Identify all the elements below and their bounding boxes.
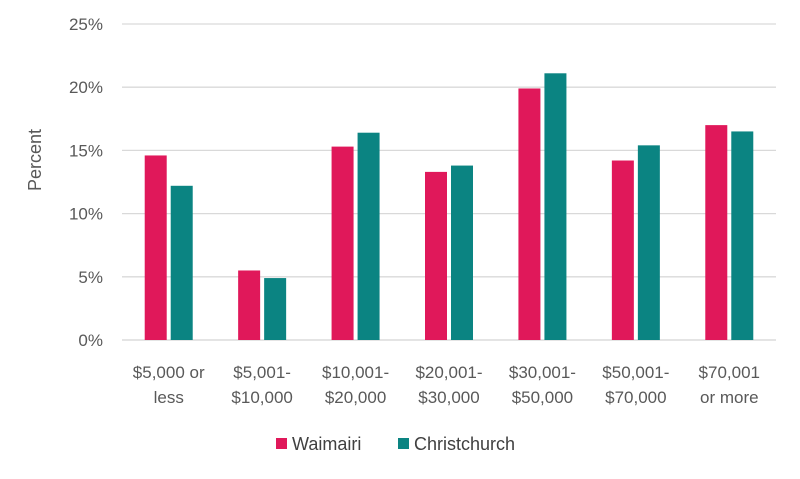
bar-christchurch-4 — [544, 73, 567, 341]
x-tick-label: $70,001 or more — [699, 363, 760, 407]
x-axis-ticks: $5,000 or less $5,001- $10,000 $10,001- $20,0… — [133, 363, 760, 407]
bar-christchurch-6 — [731, 131, 754, 340]
x-tick-label: $5,000 or less — [133, 363, 205, 407]
x-tick-line: $30,001- — [509, 363, 576, 382]
y-tick-label: 0% — [78, 331, 103, 350]
x-tick-label: $30,001- $50,000 — [509, 363, 576, 407]
x-tick-label: $20,001- $30,000 — [415, 363, 482, 407]
y-tick-label: 25% — [69, 15, 103, 34]
x-tick-line: $50,000 — [512, 388, 573, 407]
x-tick-line: less — [154, 388, 184, 407]
x-tick-line: $20,000 — [325, 388, 386, 407]
x-tick-line: $5,000 or — [133, 363, 205, 382]
bar-christchurch-3 — [451, 165, 473, 340]
y-axis-title: Percent — [25, 129, 45, 191]
x-tick-line: $70,001 — [699, 363, 760, 382]
legend-label-waimairi: Waimairi — [292, 434, 361, 454]
x-tick-label: $50,001- $70,000 — [602, 363, 669, 407]
legend: Waimairi Christchurch — [276, 434, 515, 454]
gridlines — [122, 23, 776, 341]
y-tick-label: 15% — [69, 141, 103, 160]
x-tick-line: $70,000 — [605, 388, 666, 407]
bar-christchurch-5 — [637, 145, 660, 340]
bar-christchurch-2 — [357, 132, 380, 340]
y-tick-label: 10% — [69, 205, 103, 224]
legend-swatch-waimairi — [276, 438, 287, 449]
bars — [144, 73, 754, 341]
bar-waimairi-1 — [238, 270, 261, 340]
bar-waimairi-4 — [518, 88, 541, 341]
x-tick-label: $5,001- $10,000 — [231, 363, 292, 407]
bar-christchurch-1 — [264, 278, 287, 340]
x-tick-line: $5,001- — [233, 363, 291, 382]
bar-waimairi-6 — [705, 125, 728, 341]
bar-waimairi-5 — [611, 160, 634, 340]
x-tick-line: or more — [700, 388, 759, 407]
x-tick-line: $30,000 — [418, 388, 479, 407]
bar-christchurch-0 — [170, 185, 193, 340]
legend-swatch-christchurch — [398, 438, 409, 449]
x-tick-line: $10,001- — [322, 363, 389, 382]
y-tick-label: 20% — [69, 78, 103, 97]
y-axis-ticks: 0% 5% 10% 15% 20% 25% — [69, 15, 103, 350]
legend-label-christchurch: Christchurch — [414, 434, 515, 454]
x-tick-line: $10,000 — [231, 388, 292, 407]
bar-waimairi-0 — [144, 155, 167, 340]
x-tick-line: $20,001- — [415, 363, 482, 382]
bar-waimairi-2 — [331, 146, 354, 340]
x-tick-label: $10,001- $20,000 — [322, 363, 389, 407]
y-tick-label: 5% — [78, 268, 103, 287]
x-tick-line: $50,001- — [602, 363, 669, 382]
bar-waimairi-3 — [425, 171, 447, 340]
